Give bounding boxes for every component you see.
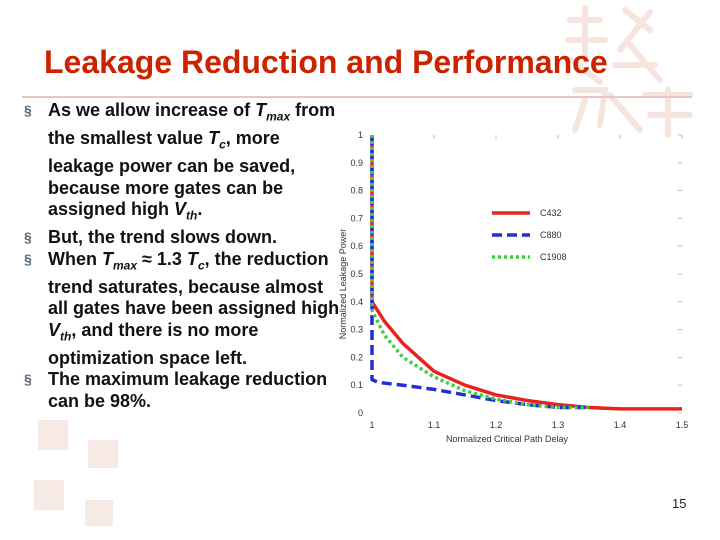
title-divider xyxy=(22,96,692,98)
page-number: 15 xyxy=(672,496,687,511)
x-tick-label: 1 xyxy=(369,420,374,430)
x-tick-label: 1.1 xyxy=(428,420,441,430)
bullet-text: V xyxy=(174,199,187,220)
bullet-text: c xyxy=(197,258,205,273)
bullet-text: T xyxy=(186,248,198,269)
bullet-text: th xyxy=(186,208,198,223)
y-tick-label: 0.4 xyxy=(350,297,363,307)
bullet-text: , the reduction trend saturates, because… xyxy=(48,248,340,319)
bullet-item: § As we allow increase of Tmax from the s… xyxy=(22,100,342,227)
series-line-c1908 xyxy=(370,135,589,410)
y-tick-label: 0 xyxy=(358,408,363,418)
legend-label: C880 xyxy=(540,230,562,240)
bullet-text: . xyxy=(197,199,203,220)
y-axis-label: Normalized Leakage Power xyxy=(338,229,348,340)
bullet-item: § But, the trend slows down. xyxy=(22,227,342,249)
series-line-c880 xyxy=(370,135,589,410)
bullet-item: § The maximum leakage reduction can be 98… xyxy=(22,369,342,412)
x-tick-label: 1.3 xyxy=(552,420,565,430)
y-tick-label: 0.9 xyxy=(350,158,363,168)
bullet-text: from the smallest value xyxy=(48,100,336,149)
x-axis-label: Normalized Critical Path Delay xyxy=(446,434,569,444)
x-tick-label: 1.2 xyxy=(490,420,503,430)
bullet-text: V xyxy=(48,319,61,340)
y-tick-label: 0.1 xyxy=(350,380,363,390)
bullet-marker-icon: § xyxy=(24,229,32,246)
bullet-item: § When Tmax ≈ 1.3 Tc, the reduction trend… xyxy=(22,249,342,370)
bullet-text: As we allow increase of xyxy=(48,100,256,120)
x-tick-label: 1.4 xyxy=(614,420,627,430)
bullet-text: c xyxy=(219,137,226,152)
x-tick-label: 1.5 xyxy=(676,420,689,430)
bullet-marker-icon: § xyxy=(24,371,32,388)
legend-label: C432 xyxy=(540,208,562,218)
series-line-c432 xyxy=(370,135,682,411)
slide-title: Leakage Reduction and Performance xyxy=(44,44,608,80)
bullet-text: T xyxy=(102,248,113,269)
y-tick-label: 0.2 xyxy=(350,352,363,362)
bullet-text: max xyxy=(113,258,138,273)
bullet-text: But, the trend slows down. xyxy=(48,227,277,248)
y-tick-label: 0.5 xyxy=(350,269,363,279)
bullet-text: The maximum leakage reduction can be 98%… xyxy=(48,369,328,411)
bullet-text: , and there is no more optimization spac… xyxy=(48,319,259,368)
legend-label: C1908 xyxy=(540,252,567,262)
bullet-text: When xyxy=(48,248,102,269)
bullet-text: ≈ 1.3 xyxy=(137,248,187,269)
y-tick-label: 0.8 xyxy=(350,186,363,196)
y-tick-label: 0.3 xyxy=(350,325,363,335)
leakage-chart-svg: 0 0.1 0.2 0.3 0.4 0.5 0.6 0.7 0.8 0.9 1 1 1.1 1.2 1.3 1… xyxy=(338,130,689,444)
bullet-text: T xyxy=(208,128,220,149)
y-tick-label: 0.7 xyxy=(350,213,363,223)
bullet-list: § As we allow increase of Tmax from the s… xyxy=(22,100,342,412)
bullet-text: th xyxy=(60,329,72,344)
bullet-text: max xyxy=(266,109,291,124)
bullet-text: T xyxy=(255,100,267,120)
bullet-marker-icon: § xyxy=(24,102,32,118)
leakage-chart: 0 0.1 0.2 0.3 0.4 0.5 0.6 0.7 0.8 0.9 1 1 1.1 1.2 1.3 1… xyxy=(334,120,706,450)
bullet-text: , more leakage power can be saved, becau… xyxy=(48,128,296,220)
y-tick-label: 0.6 xyxy=(350,241,363,251)
y-tick-label: 1 xyxy=(358,130,363,140)
bullet-marker-icon: § xyxy=(24,250,32,267)
